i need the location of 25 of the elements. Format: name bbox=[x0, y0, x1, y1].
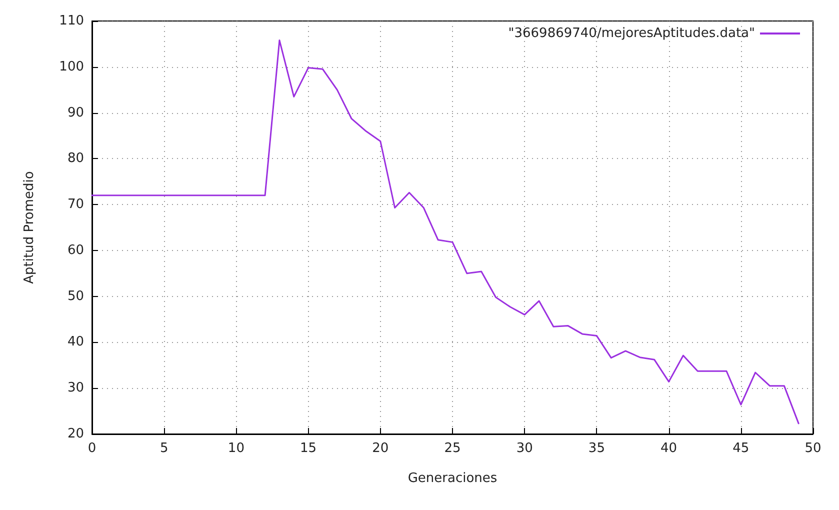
x-tick-label: 15 bbox=[300, 441, 317, 456]
x-tick-label: 10 bbox=[228, 441, 244, 456]
x-tick-label: 20 bbox=[372, 441, 389, 456]
y-tick-label: 80 bbox=[67, 151, 84, 166]
x-tick-label: 30 bbox=[516, 441, 533, 456]
x-tick-label: 0 bbox=[88, 441, 96, 456]
y-tick-label: 50 bbox=[67, 288, 84, 304]
x-axis-title: Generaciones bbox=[408, 471, 498, 486]
y-tick-label: 110 bbox=[59, 14, 84, 28]
x-tick-label: 25 bbox=[444, 441, 461, 456]
y-tick-label: 60 bbox=[67, 242, 84, 258]
y-tick-label: 40 bbox=[67, 334, 84, 350]
y-tick-label: 30 bbox=[67, 380, 84, 396]
x-tick-label: 5 bbox=[160, 441, 168, 456]
legend-label: "3669869740/mejoresAptitudes.data" bbox=[508, 26, 755, 41]
y-tick-label: 90 bbox=[67, 105, 84, 120]
x-tick-label: 50 bbox=[804, 441, 822, 456]
x-tick-label: 45 bbox=[732, 441, 750, 456]
line-series bbox=[91, 40, 800, 424]
y-tick-label: 100 bbox=[59, 59, 84, 74]
y-tick-label: 70 bbox=[67, 197, 84, 212]
x-tick-label: 40 bbox=[660, 441, 678, 456]
y-tick-label: 20 bbox=[67, 426, 84, 442]
x-tick-label: 35 bbox=[588, 441, 605, 456]
y-axis-title: Aptitud Promedio bbox=[22, 171, 37, 284]
